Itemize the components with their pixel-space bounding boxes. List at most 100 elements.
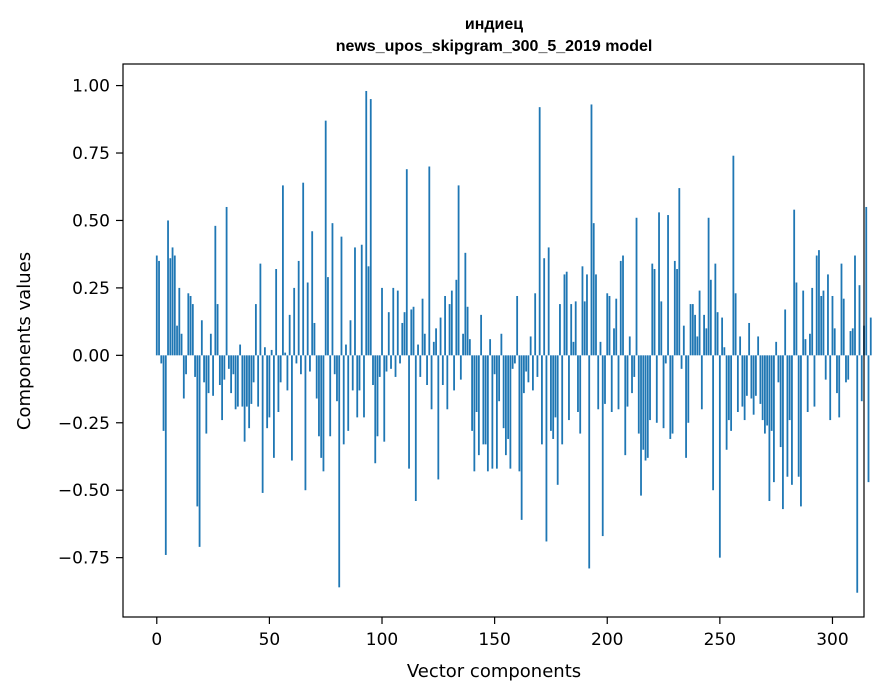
bar-129 bbox=[446, 355, 449, 410]
bar-222 bbox=[655, 355, 658, 423]
bar-186 bbox=[574, 301, 577, 356]
bar-195 bbox=[595, 274, 597, 356]
x-tick-label: 200 bbox=[591, 630, 623, 650]
bar-104 bbox=[390, 355, 392, 369]
chart-subtitle: news_upos_skipgram_300_5_2019 model bbox=[336, 38, 653, 55]
bar-275 bbox=[775, 341, 778, 356]
x-axis-label: Vector components bbox=[407, 661, 581, 682]
bar-56 bbox=[282, 185, 284, 356]
bar-221 bbox=[653, 269, 656, 356]
bar-148 bbox=[489, 339, 492, 356]
bar-225 bbox=[662, 355, 665, 429]
bar-267 bbox=[757, 336, 760, 356]
bar-219 bbox=[649, 355, 651, 421]
bar-123 bbox=[432, 341, 435, 356]
bar-274 bbox=[773, 355, 775, 483]
chart-title: индиец bbox=[465, 16, 523, 33]
bar-142 bbox=[475, 355, 478, 412]
bar-167 bbox=[532, 355, 534, 391]
bar-139 bbox=[468, 339, 471, 356]
bar-269 bbox=[761, 355, 764, 421]
bar-68 bbox=[309, 355, 311, 372]
bar-22 bbox=[205, 355, 208, 434]
bar-26 bbox=[214, 225, 217, 356]
bar-243 bbox=[703, 314, 705, 356]
bar-237 bbox=[689, 304, 692, 356]
bar-130 bbox=[448, 304, 451, 356]
bar-138 bbox=[466, 306, 469, 356]
x-tick-label: 300 bbox=[816, 630, 848, 650]
bar-117 bbox=[419, 355, 422, 377]
y-tick-label: 1.00 bbox=[72, 77, 110, 97]
bar-137 bbox=[464, 252, 467, 356]
bar-292 bbox=[813, 355, 816, 407]
bar-88 bbox=[354, 247, 356, 356]
bar-71 bbox=[315, 355, 318, 399]
bar-35 bbox=[234, 355, 237, 410]
x-tick-label: 100 bbox=[366, 630, 398, 650]
bar-218 bbox=[646, 355, 649, 458]
bar-249 bbox=[716, 312, 719, 356]
bar-89 bbox=[356, 355, 359, 418]
bar-158 bbox=[511, 355, 514, 369]
bar-313 bbox=[860, 355, 863, 402]
bar-143 bbox=[477, 355, 480, 456]
bar-183 bbox=[568, 355, 570, 421]
bar-316 bbox=[867, 355, 870, 483]
bar-197 bbox=[599, 341, 602, 356]
bar-157 bbox=[509, 355, 512, 469]
bar-152 bbox=[498, 355, 501, 402]
bar-122 bbox=[430, 355, 433, 410]
bar-17 bbox=[194, 355, 196, 377]
bar-298 bbox=[827, 274, 829, 356]
bar-109 bbox=[401, 322, 404, 356]
bar-185 bbox=[572, 341, 575, 356]
bar-166 bbox=[529, 336, 532, 356]
bar-220 bbox=[651, 263, 654, 356]
bar-62 bbox=[295, 355, 298, 364]
bar-147 bbox=[486, 355, 489, 472]
bar-263 bbox=[748, 322, 751, 356]
bar-41 bbox=[248, 355, 251, 429]
bar-37 bbox=[239, 344, 242, 356]
bar-193 bbox=[590, 104, 593, 356]
bar-128 bbox=[444, 295, 446, 356]
bar-260 bbox=[741, 355, 744, 407]
bar-87 bbox=[351, 355, 354, 391]
bar-125 bbox=[437, 355, 440, 480]
bar-126 bbox=[439, 317, 442, 356]
bar-34 bbox=[232, 355, 235, 375]
bar-236 bbox=[687, 355, 690, 423]
bar-65 bbox=[302, 182, 305, 356]
bar-227 bbox=[667, 215, 669, 356]
bar-284 bbox=[795, 282, 798, 356]
y-axis-ticks: −0.75 −0.50 −0.25 0.00 0.25 0.50 0.75 1.00 bbox=[58, 77, 123, 569]
bar-266 bbox=[754, 355, 757, 396]
bar-90 bbox=[358, 355, 361, 391]
bar-204 bbox=[615, 298, 618, 356]
bar-201 bbox=[608, 295, 611, 356]
bar-178 bbox=[556, 355, 559, 485]
bar-1 bbox=[158, 260, 160, 356]
bar-241 bbox=[698, 290, 701, 356]
bar-271 bbox=[766, 355, 769, 426]
bar-194 bbox=[592, 223, 595, 356]
bar-242 bbox=[700, 355, 703, 410]
bar-81 bbox=[338, 355, 341, 588]
bar-156 bbox=[507, 355, 510, 439]
bar-184 bbox=[570, 304, 573, 356]
bar-25 bbox=[212, 355, 214, 396]
bar-151 bbox=[495, 355, 498, 469]
bar-305 bbox=[842, 298, 845, 356]
bar-98 bbox=[376, 355, 379, 437]
bar-28 bbox=[218, 355, 221, 386]
bar-24 bbox=[209, 333, 212, 356]
bar-192 bbox=[588, 355, 591, 569]
bar-66 bbox=[304, 355, 307, 491]
bar-85 bbox=[347, 355, 350, 431]
bar-306 bbox=[845, 355, 847, 383]
bar-135 bbox=[459, 355, 462, 380]
bar-258 bbox=[736, 355, 739, 412]
bar-259 bbox=[739, 336, 742, 356]
bar-72 bbox=[318, 355, 320, 437]
